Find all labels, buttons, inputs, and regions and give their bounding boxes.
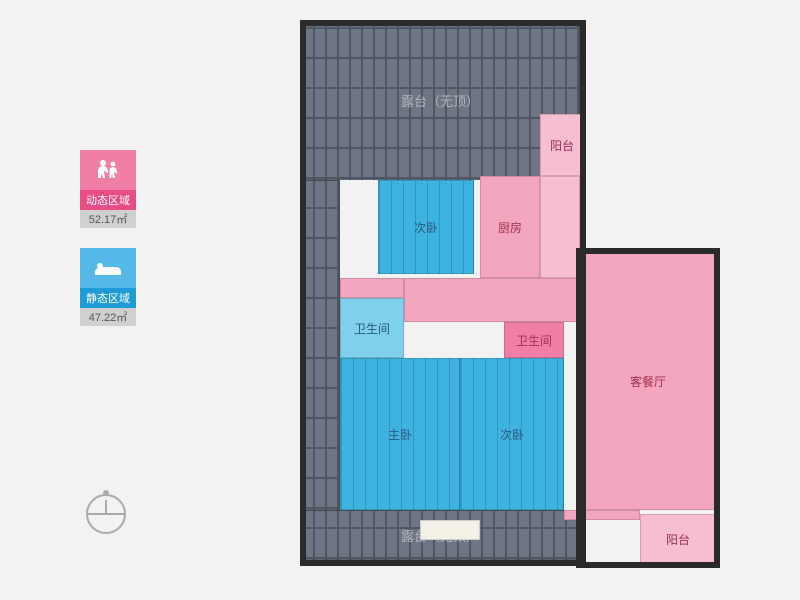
bathroom-1: 卫生间 — [340, 298, 404, 358]
floor-plan: 露台（无顶）露台（无顶）阳台厨房卫生间客餐厅阳台次卧卫生间主卧次卧 — [300, 20, 730, 580]
legend-static: 静态区域 47.22㎡ — [80, 248, 136, 326]
people-icon — [80, 150, 136, 190]
corridor — [404, 278, 580, 322]
master-bedroom: 主卧 — [340, 358, 460, 510]
corridor-entry — [340, 278, 404, 298]
room-label: 阳台 — [666, 531, 690, 548]
room-label: 卫生间 — [354, 320, 390, 337]
terrace-label: 露台（无顶） — [401, 91, 479, 110]
balcony-1: 阳台 — [540, 114, 584, 176]
legend-static-label: 静态区域 — [80, 288, 136, 308]
legend-dynamic: 动态区域 52.17㎡ — [80, 150, 136, 228]
room-label: 厨房 — [498, 219, 522, 236]
living-dining: 客餐厅 — [580, 252, 716, 510]
secondary-bedroom-2: 次卧 — [460, 358, 564, 510]
bathroom-2: 卫生间 — [504, 322, 564, 358]
legend-panel: 动态区域 52.17㎡ 静态区域 47.22㎡ — [80, 150, 136, 346]
room-label: 卫生间 — [516, 332, 552, 349]
sleep-icon — [80, 248, 136, 288]
room-label: 次卧 — [500, 426, 524, 443]
legend-dynamic-label: 动态区域 — [80, 190, 136, 210]
legend-dynamic-value: 52.17㎡ — [80, 210, 136, 228]
terrace-left — [300, 180, 340, 510]
secondary-bedroom-1: 次卧 — [378, 180, 474, 274]
compass-icon — [86, 494, 126, 534]
kitchen: 厨房 — [480, 176, 540, 278]
glass-strip — [420, 520, 480, 540]
kitchen-aisle — [540, 176, 580, 278]
room-label: 客餐厅 — [630, 373, 666, 390]
room-label: 主卧 — [388, 426, 412, 443]
entry-strip — [564, 510, 640, 520]
room-label: 阳台 — [550, 137, 574, 154]
terrace-top: 露台（无顶） — [300, 20, 580, 180]
room-label: 次卧 — [414, 219, 438, 236]
legend-static-value: 47.22㎡ — [80, 308, 136, 326]
balcony-2: 阳台 — [640, 514, 716, 564]
